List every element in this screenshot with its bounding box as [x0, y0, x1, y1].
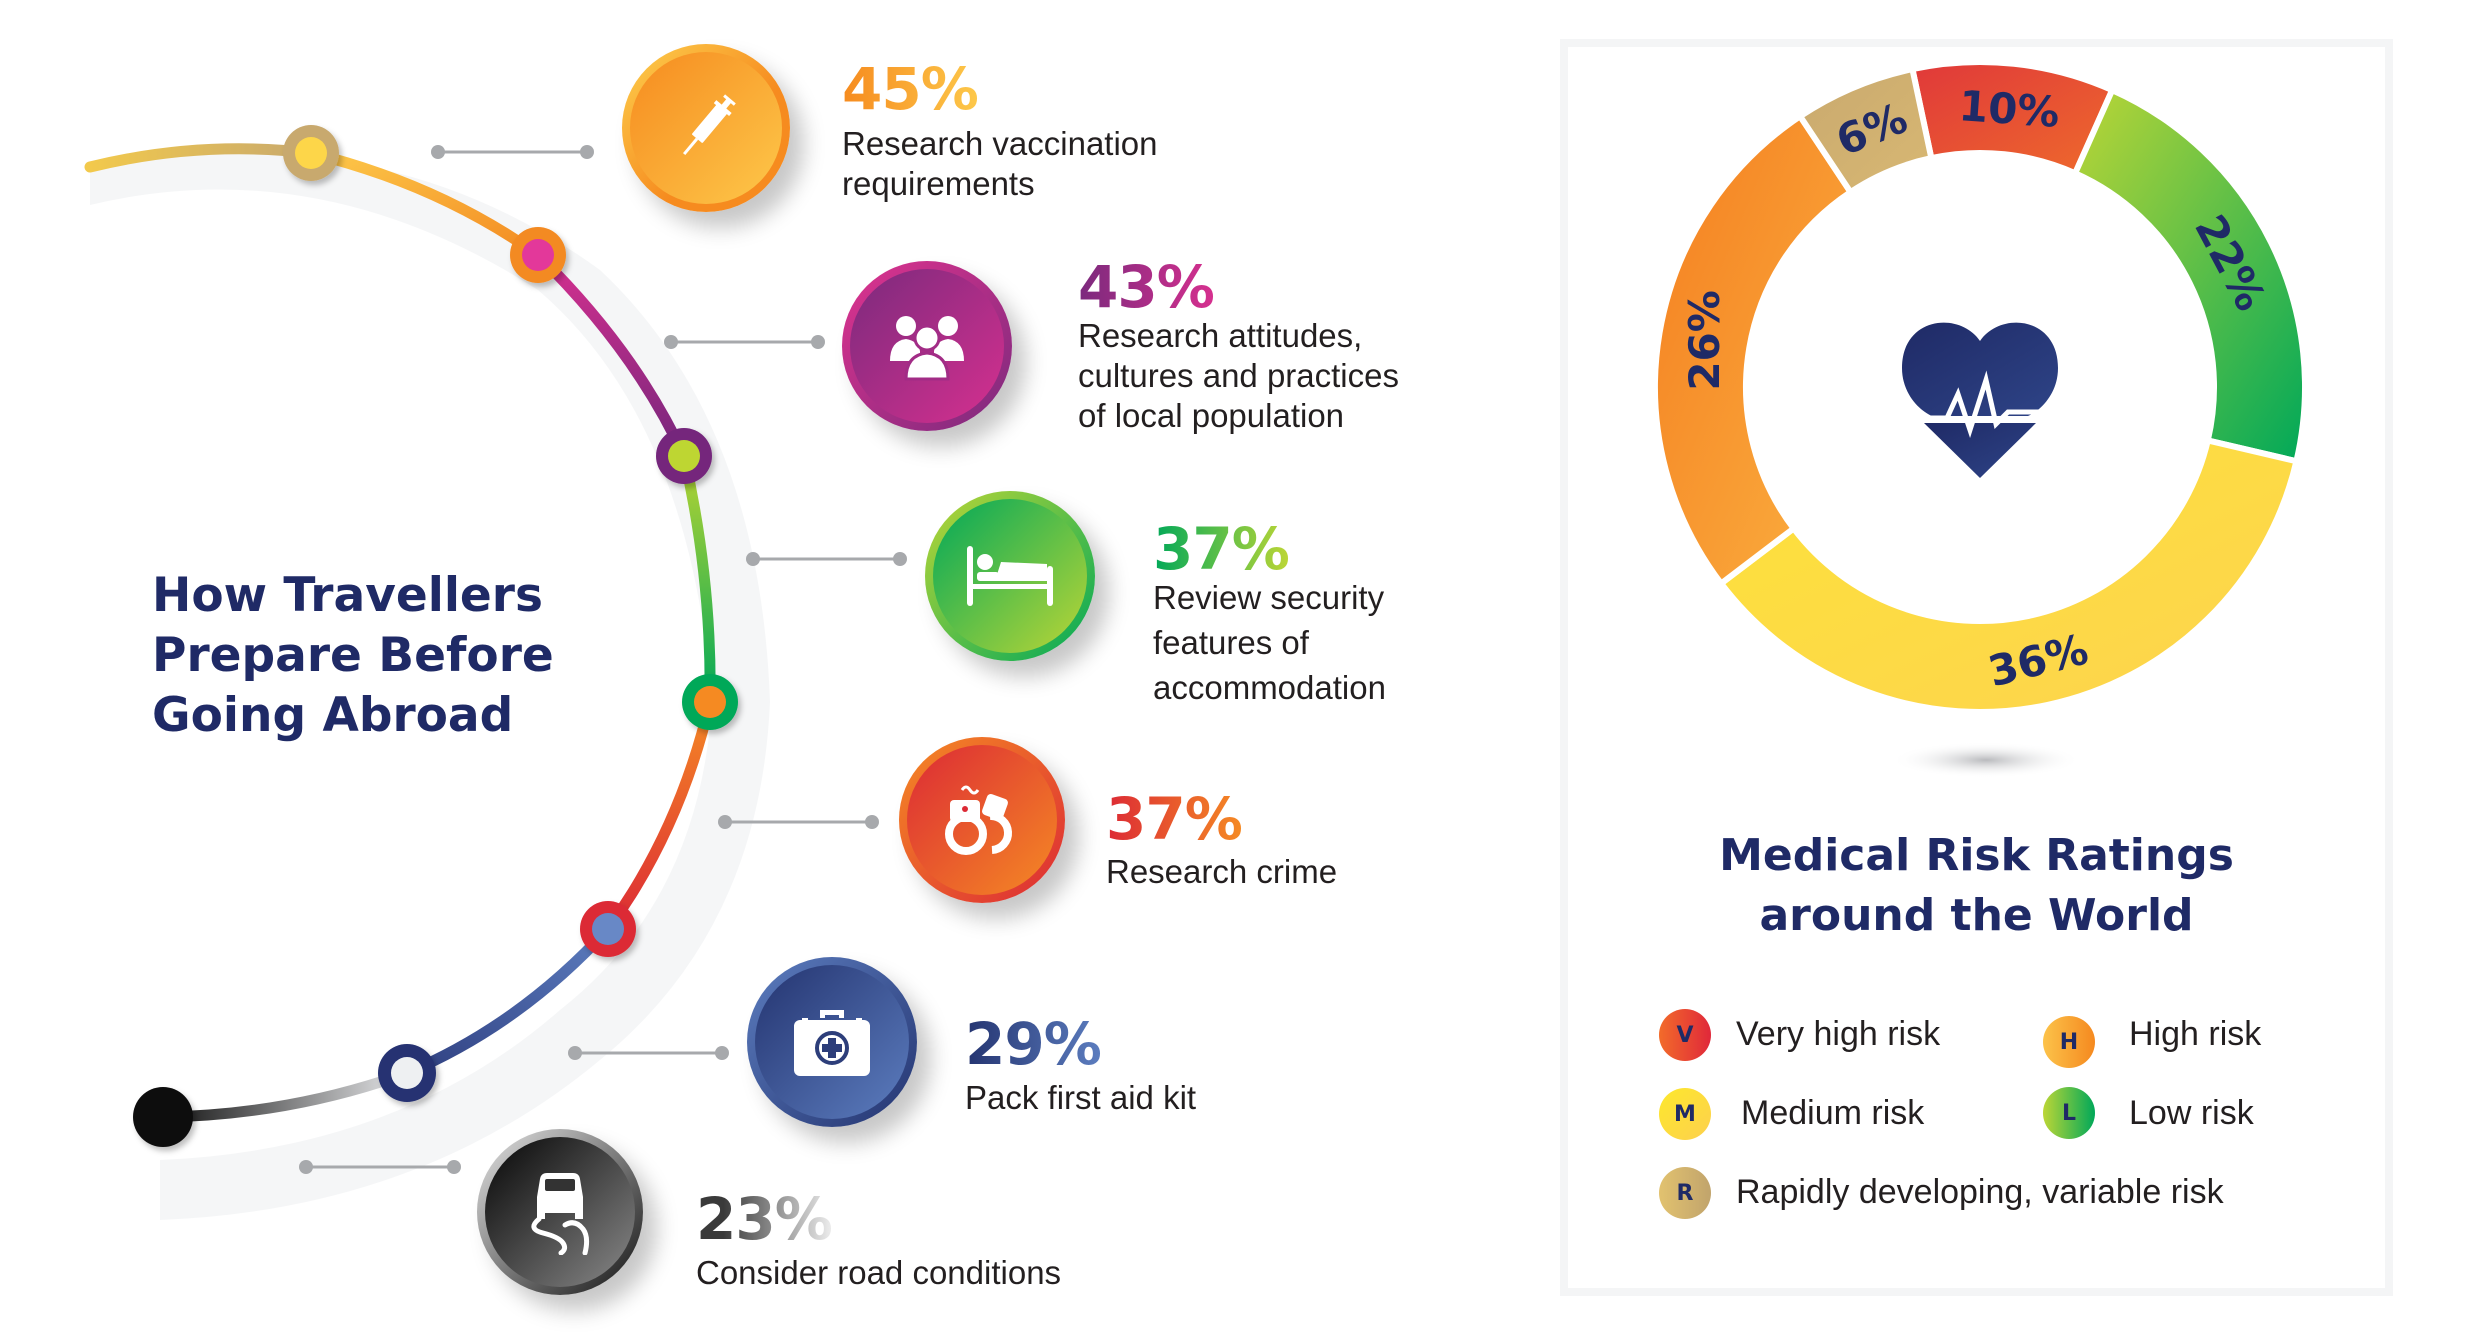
arc-segment — [532, 249, 690, 462]
arc-segment — [602, 696, 716, 935]
timeline-end-dot — [133, 1087, 193, 1147]
slippery-road-icon — [531, 1173, 590, 1255]
medical-risk-title: Medical Risk Ratings around the World — [1560, 826, 2393, 946]
timeline-node-center — [522, 239, 554, 271]
title-line: around the World — [1759, 890, 2194, 941]
timeline-node-center — [668, 440, 700, 472]
arc-segment — [401, 923, 614, 1079]
legend-badge-very-high: V — [1659, 1009, 1711, 1061]
donut-label: 10% — [1957, 81, 2061, 137]
icon-badge-first-aid — [747, 957, 917, 1127]
infographic-title: How Travellers Prepare Before Going Abro… — [152, 566, 554, 746]
timeline-arc — [84, 125, 907, 1220]
donut-label: 26% — [1680, 290, 1729, 391]
connector-line — [568, 1046, 729, 1060]
legend-label: Medium risk — [1741, 1094, 1925, 1132]
stat-percent: 37% — [1106, 785, 1243, 853]
donut-segment — [1795, 65, 1935, 197]
stat-percent: 37% — [1153, 515, 1290, 583]
legend-label: Very high risk — [1736, 1015, 1941, 1053]
stat-description: Consider road conditions — [696, 1254, 1062, 1291]
title-line: Medical Risk Ratings — [1719, 830, 2234, 881]
title-line: Prepare Before — [152, 628, 554, 683]
legend-badge-high: H — [2043, 1016, 2095, 1068]
title-line: Going Abroad — [152, 688, 514, 743]
legend-badge-low: L — [2043, 1087, 2095, 1139]
legend-label: Low risk — [2129, 1094, 2254, 1132]
icon-badge-accommodation — [925, 491, 1095, 661]
arc-segment — [678, 450, 716, 708]
first-aid-kit-icon — [794, 1010, 870, 1076]
connector-line — [664, 335, 825, 349]
connector-line — [746, 552, 907, 566]
people-group-icon — [890, 316, 964, 381]
connector-line — [431, 145, 594, 159]
donut-segment — [1716, 436, 2301, 715]
syringe-icon — [682, 94, 736, 156]
timeline-node-center — [592, 913, 624, 945]
stat-description: Research attitudes, cultures and practice… — [1078, 317, 1399, 434]
stat-percent: 43% — [1078, 253, 1215, 321]
icon-badge-vaccination — [622, 44, 790, 212]
timeline-node-center — [391, 1057, 423, 1089]
connector-line — [299, 1160, 461, 1174]
stat-percent: 45% — [842, 55, 979, 123]
connector-line — [718, 815, 879, 829]
legend-badge-medium: M — [1659, 1088, 1711, 1140]
bed-icon — [967, 546, 1053, 606]
icon-badge-local-culture — [842, 261, 1012, 431]
stat-description: Review security features of accommodation — [1153, 579, 1386, 706]
heartbeat-icon — [1902, 322, 2058, 478]
icon-badge-road-conditions — [477, 1129, 643, 1295]
timeline-node-center — [694, 686, 726, 718]
handcuffs-icon — [945, 785, 1012, 855]
arc-segment — [305, 147, 544, 261]
title-line: How Travellers — [152, 568, 543, 623]
arc-segment — [157, 1067, 413, 1123]
icon-badge-crime — [899, 737, 1065, 903]
stat-description: Pack first aid kit — [965, 1079, 1197, 1116]
legend-label: High risk — [2129, 1015, 2262, 1053]
stat-percent: 29% — [965, 1010, 1102, 1078]
legend-badge-rapidly-developing: R — [1659, 1167, 1711, 1219]
donut-segment — [1652, 112, 1855, 588]
stat-description: Research vaccination requirements — [842, 125, 1158, 202]
timeline-node-center — [295, 137, 327, 169]
donut-shadow — [1891, 742, 2081, 778]
stat-percent: 23% — [696, 1185, 833, 1253]
legend-label: Rapidly developing, variable risk — [1736, 1173, 2224, 1211]
stat-description: Research crime — [1106, 853, 1338, 890]
donut-segment — [2071, 86, 2308, 465]
